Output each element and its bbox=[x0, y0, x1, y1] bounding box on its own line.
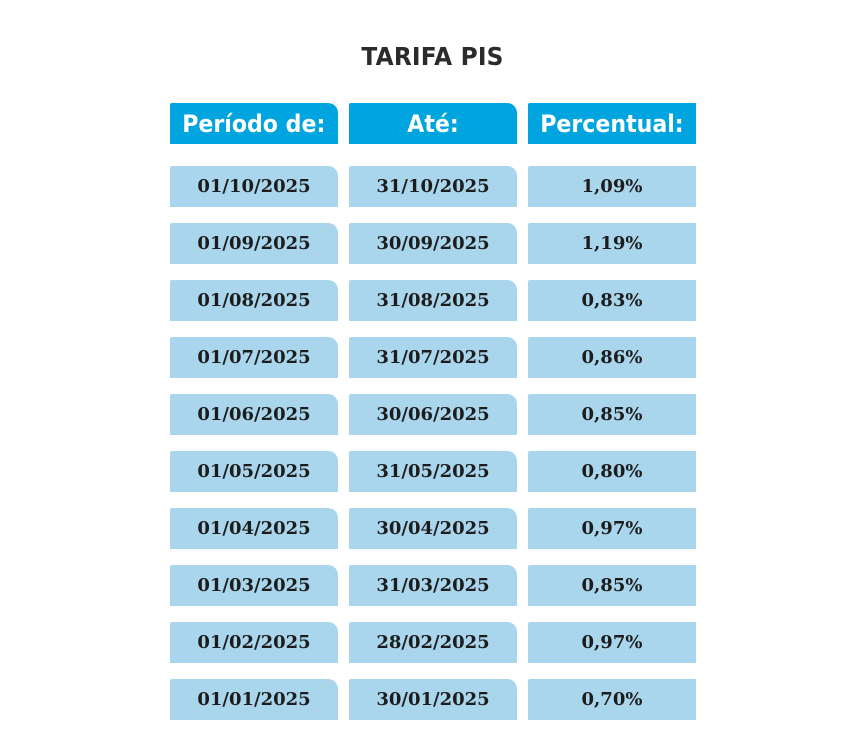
table-row: 01/02/2025 28/02/2025 0,97% bbox=[0, 622, 865, 663]
cell-percent: 0,97% bbox=[528, 622, 696, 663]
header-percent-label: Percentual: bbox=[540, 109, 684, 138]
cell-end-date: 30/01/2025 bbox=[349, 679, 517, 720]
cell-percent: 0,97% bbox=[528, 508, 696, 549]
cell-end-date: 31/10/2025 bbox=[349, 166, 517, 207]
cell-percent: 0,80% bbox=[528, 451, 696, 492]
cell-start-date: 01/03/2025 bbox=[170, 565, 338, 606]
cell-start-date: 01/09/2025 bbox=[170, 223, 338, 264]
header-period-start: Período de: bbox=[170, 103, 338, 144]
table-row: 01/10/2025 31/10/2025 1,09% bbox=[0, 166, 865, 207]
cell-end-date: 31/05/2025 bbox=[349, 451, 517, 492]
cell-end-date: 30/06/2025 bbox=[349, 394, 517, 435]
page-title: TARIFA PIS bbox=[361, 42, 504, 71]
cell-percent: 0,85% bbox=[528, 394, 696, 435]
table-row: 01/04/2025 30/04/2025 0,97% bbox=[0, 508, 865, 549]
rate-table-body: 01/10/2025 31/10/2025 1,09% 01/09/2025 3… bbox=[0, 166, 865, 736]
header-period-end: Até: bbox=[349, 103, 517, 144]
cell-start-date: 01/08/2025 bbox=[170, 280, 338, 321]
cell-end-date: 28/02/2025 bbox=[349, 622, 517, 663]
table-row: 01/05/2025 31/05/2025 0,80% bbox=[0, 451, 865, 492]
cell-start-date: 01/06/2025 bbox=[170, 394, 338, 435]
cell-start-date: 01/05/2025 bbox=[170, 451, 338, 492]
table-row: 01/09/2025 30/09/2025 1,19% bbox=[0, 223, 865, 264]
cell-end-date: 30/04/2025 bbox=[349, 508, 517, 549]
cell-percent: 0,83% bbox=[528, 280, 696, 321]
cell-start-date: 01/10/2025 bbox=[170, 166, 338, 207]
cell-end-date: 30/09/2025 bbox=[349, 223, 517, 264]
cell-percent: 0,86% bbox=[528, 337, 696, 378]
cell-percent: 0,85% bbox=[528, 565, 696, 606]
cell-percent: 1,09% bbox=[528, 166, 696, 207]
table-row: 01/07/2025 31/07/2025 0,86% bbox=[0, 337, 865, 378]
table-row: 01/06/2025 30/06/2025 0,85% bbox=[0, 394, 865, 435]
header-period-start-label: Período de: bbox=[182, 109, 326, 138]
header-percent: Percentual: bbox=[528, 103, 696, 144]
cell-end-date: 31/03/2025 bbox=[349, 565, 517, 606]
cell-end-date: 31/08/2025 bbox=[349, 280, 517, 321]
cell-percent: 0,70% bbox=[528, 679, 696, 720]
table-row: 01/01/2025 30/01/2025 0,70% bbox=[0, 679, 865, 720]
cell-percent: 1,19% bbox=[528, 223, 696, 264]
cell-end-date: 31/07/2025 bbox=[349, 337, 517, 378]
cell-start-date: 01/02/2025 bbox=[170, 622, 338, 663]
table-row: 01/08/2025 31/08/2025 0,83% bbox=[0, 280, 865, 321]
cell-start-date: 01/04/2025 bbox=[170, 508, 338, 549]
table-row: 01/03/2025 31/03/2025 0,85% bbox=[0, 565, 865, 606]
cell-start-date: 01/07/2025 bbox=[170, 337, 338, 378]
header-period-end-label: Até: bbox=[407, 109, 459, 138]
cell-start-date: 01/01/2025 bbox=[170, 679, 338, 720]
